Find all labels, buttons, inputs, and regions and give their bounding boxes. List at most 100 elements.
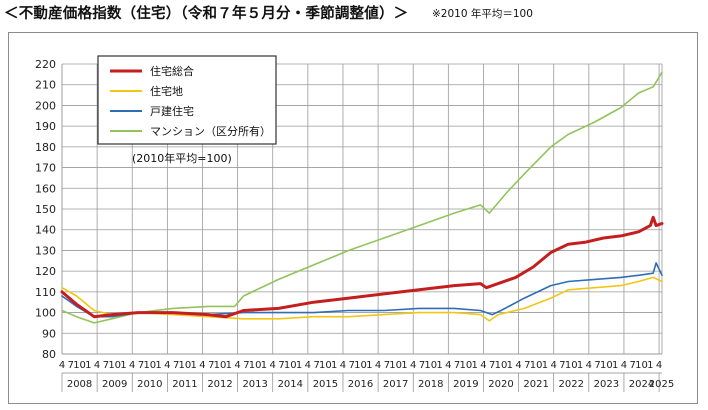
x-tick-year-label: 2014 [278,379,303,390]
series-line-land [61,276,663,322]
x-tick-month-label: 4 [199,360,205,371]
x-tick-month-label: 7 [68,360,74,371]
x-tick-month-label: 4 [551,360,557,371]
x-tick-month-label: 1 [401,360,407,371]
x-tick-year-label: 2009 [102,379,127,390]
y-tick-label: 220 [35,58,56,71]
x-tick-month-label: 10 [565,360,578,371]
x-tick-month-label: 1 [507,360,513,371]
x-tick-year-label: 2024 [629,379,654,390]
x-tick-year-label: 2012 [207,379,232,390]
x-tick-month-label: 7 [559,360,565,371]
x-tick-month-label: 1 [155,360,161,371]
base-note: ※2010 年平均＝100 [432,8,533,20]
x-tick-month-label: 7 [630,360,636,371]
x-tick-month-label: 1 [612,360,618,371]
x-tick-month-label: 4 [480,360,486,371]
x-tick-month-label: 1 [366,360,372,371]
x-tick-month-label: 7 [173,360,179,371]
y-tick-label: 160 [35,182,56,195]
x-tick-month-label: 10 [179,360,192,371]
x-tick-month-label: 1 [471,360,477,371]
x-tick-month-label: 4 [305,360,311,371]
chart-frame [8,32,698,404]
x-tick-month-label: 1 [261,360,267,371]
x-tick-month-label: 10 [495,360,508,371]
x-tick-month-label: 1 [120,360,126,371]
x-tick-month-label: 10 [284,360,297,371]
y-tick-label: 130 [35,244,56,257]
x-tick-month-label: 7 [313,360,319,371]
x-tick-month-label: 1 [226,360,232,371]
x-tick-year-label: 2019 [453,379,478,390]
x-tick-month-label: 1 [296,360,302,371]
x-tick-month-label: 4 [164,360,170,371]
legend-label-house: 戸建住宅 [150,104,194,118]
x-tick-month-label: 4 [340,360,346,371]
x-tick-month-label: 10 [73,360,86,371]
x-tick-month-label: 1 [577,360,583,371]
x-tick-month-label: 1 [542,360,548,371]
x-tick-month-label: 7 [243,360,249,371]
legend-label-total: 住宅総合 [150,64,194,78]
y-tick-label: 110 [35,286,56,299]
y-tick-label: 140 [35,224,56,237]
x-tick-month-label: 10 [143,360,156,371]
x-tick-month-label: 7 [138,360,144,371]
x-tick-year-label: 2018 [418,379,443,390]
x-tick-month-label: 7 [594,360,600,371]
x-tick-month-label: 7 [454,360,460,371]
x-tick-month-label: 7 [208,360,214,371]
x-tick-year-label: 2011 [172,379,197,390]
x-tick-month-label: 10 [424,360,437,371]
legend-note: (2010年平均=100) [132,151,232,165]
x-tick-month-label: 7 [278,360,284,371]
x-tick-year-label: 2015 [313,379,338,390]
y-tick-label: 100 [35,307,56,320]
page-title: ＜不動産価格指数（住宅）（令和７年５月分・季節調整値）＞ [4,6,409,22]
x-tick-month-label: 4 [59,360,65,371]
x-tick-year-label: 2023 [594,379,619,390]
y-tick-label: 150 [35,203,56,216]
x-tick-month-label: 7 [349,360,355,371]
x-tick-year-label: 2022 [559,379,584,390]
y-tick-label: 90 [42,327,56,340]
x-tick-month-label: 4 [94,360,100,371]
x-tick-year-label: 2017 [383,379,408,390]
x-tick-month-label: 7 [384,360,390,371]
x-tick-month-label: 10 [389,360,402,371]
x-tick-month-label: 10 [600,360,613,371]
y-tick-label: 200 [35,99,56,112]
x-tick-year-label: 2016 [348,379,373,390]
x-tick-month-label: 10 [249,360,262,371]
x-tick-year-label: 2020 [488,379,513,390]
x-tick-month-label: 7 [103,360,109,371]
y-tick-label: 120 [35,265,56,278]
x-tick-month-label: 7 [524,360,530,371]
series-line-total [60,215,664,319]
x-tick-month-label: 4 [621,360,627,371]
x-tick-month-label: 4 [375,360,381,371]
x-tick-year-label: 2025 [649,379,674,390]
x-tick-month-label: 4 [410,360,416,371]
x-tick-month-label: 4 [445,360,451,371]
x-tick-month-label: 10 [319,360,332,371]
x-tick-month-label: 10 [635,360,648,371]
legend-label-land: 住宅地 [150,84,183,98]
x-tick-month-label: 1 [436,360,442,371]
x-tick-year-label: 2013 [242,379,267,390]
x-tick-month-label: 10 [460,360,473,371]
x-tick-month-label: 1 [647,360,653,371]
x-tick-month-label: 1 [331,360,337,371]
y-tick-label: 170 [35,162,56,175]
x-tick-month-label: 4 [515,360,521,371]
x-tick-month-label: 4 [270,360,276,371]
x-tick-month-label: 1 [85,360,91,371]
x-tick-year-label: 2010 [137,379,162,390]
x-tick-month-label: 10 [214,360,227,371]
y-tick-label: 210 [35,79,56,92]
x-tick-month-label: 4 [656,360,662,371]
x-tick-month-label: 7 [419,360,425,371]
x-tick-month-label: 1 [191,360,197,371]
y-tick-label: 80 [42,348,56,361]
